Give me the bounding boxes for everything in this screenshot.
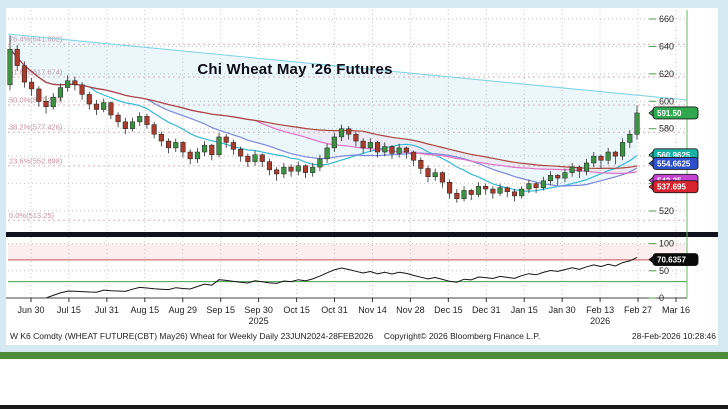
rsi-overbought-zone <box>8 243 687 260</box>
x-axis-label: Jul 15 <box>57 305 81 315</box>
svg-text:554.6625: 554.6625 <box>657 159 691 168</box>
x-axis-label: Aug 29 <box>168 305 197 315</box>
candlestick-series <box>7 35 640 203</box>
x-axis-year-label: 2026 <box>590 316 610 326</box>
panel-separator <box>6 232 718 237</box>
rsi-axis-label: 50 <box>659 266 669 276</box>
ma-value-badge: 554.6625 <box>648 157 699 170</box>
svg-text:591.50: 591.50 <box>657 109 682 118</box>
fib-level-label: 0.0%(513.25) <box>9 211 55 220</box>
channel-fill <box>8 34 637 186</box>
x-axis-label: Sep 15 <box>206 305 235 315</box>
price-axis-label: 520 <box>659 206 674 216</box>
chart-title: Chi Wheat May '26 Futures <box>197 61 393 78</box>
bloomberg-ticker-info: W K6 Comdty (WHEAT FUTURE(CBT) May26) Wh… <box>10 331 374 341</box>
x-axis-label: Sep 30 <box>244 305 273 315</box>
price-chart-canvas: 76.4%(641.602) 61.8%(617.674) 50.0%(597.25… <box>0 0 728 352</box>
x-axis-label: Dec 15 <box>434 305 463 315</box>
rsi-line <box>17 256 638 299</box>
svg-text:560.9625: 560.9625 <box>657 151 691 160</box>
fib-level-label: 61.8%(617.674) <box>9 68 63 77</box>
moving-average-line <box>9 48 638 170</box>
x-axis-label: Nov 28 <box>396 305 425 315</box>
bloomberg-timestamp: 28-Feb-2026 10:28:46 <box>631 331 716 341</box>
x-axis-label: Feb 13 <box>586 305 614 315</box>
price-axis-label: 660 <box>659 14 674 24</box>
bottom-border <box>0 405 728 409</box>
svg-text:70.6357: 70.6357 <box>657 256 686 265</box>
price-axis-label: 580 <box>659 124 674 134</box>
price-axis-label: 640 <box>659 41 674 51</box>
x-axis-year-label: 2025 <box>249 316 269 326</box>
x-axis-label: Jan 15 <box>511 305 538 315</box>
price-axis-label: 600 <box>659 96 674 106</box>
ma-value-badge: 537.695 <box>648 180 699 194</box>
bloomberg-copyright: Copyright© 2026 Bloomberg Finance L.P. <box>383 331 541 341</box>
fib-level-label: 38.2%(577.426) <box>9 123 63 132</box>
x-axis-label: Aug 15 <box>131 305 160 315</box>
price-axis-label: 620 <box>659 69 674 79</box>
svg-text:537.695: 537.695 <box>657 183 686 192</box>
x-axis-label: Oct 31 <box>321 305 348 315</box>
rsi-value-badge: 70.6357 <box>648 253 699 267</box>
x-axis-label: Mar 16 <box>662 305 690 315</box>
channel-upper-line <box>7 33 688 101</box>
rsi-axis-label: 0 <box>659 293 664 303</box>
fib-level-label: 50.0%(597.250) <box>9 96 63 105</box>
fib-level-label: 23.6%(552.898) <box>9 156 63 165</box>
x-axis-label: Feb 27 <box>624 305 652 315</box>
last-price-badge: 591.50 <box>648 106 699 120</box>
rsi-axis-label: 100 <box>659 239 674 249</box>
x-axis-label: Jul 31 <box>95 305 119 315</box>
footer: Source: Bloomberg Finance L.P | Teucrium… <box>0 359 728 405</box>
x-axis-label: Jun 30 <box>17 305 44 315</box>
moving-average-line <box>9 48 638 192</box>
fib-level-label: 76.4%(641.602) <box>9 35 63 44</box>
green-divider-bar <box>0 352 728 359</box>
x-axis-label: Dec 31 <box>472 305 501 315</box>
x-axis-label: Jan 30 <box>549 305 576 315</box>
x-axis-label: Oct 15 <box>283 305 310 315</box>
x-axis-label: Nov 14 <box>358 305 387 315</box>
